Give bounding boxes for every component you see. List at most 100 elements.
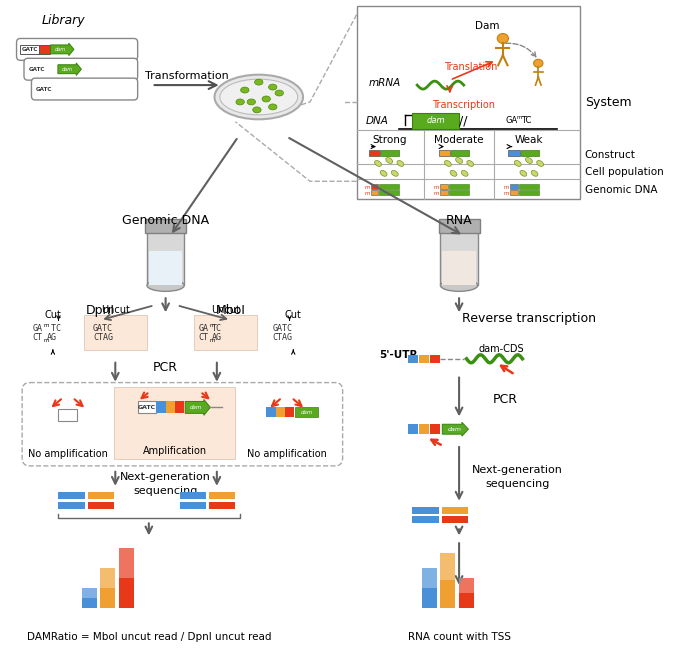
Text: Genomic DNA: Genomic DNA — [585, 185, 657, 195]
Bar — [520, 150, 539, 157]
Text: Amplification: Amplification — [143, 446, 207, 456]
Bar — [119, 548, 134, 607]
Text: Transcription: Transcription — [432, 100, 495, 110]
Text: No amplification: No amplification — [247, 449, 327, 459]
Bar — [20, 45, 38, 54]
Ellipse shape — [254, 79, 263, 85]
Ellipse shape — [526, 157, 533, 163]
Bar — [412, 113, 459, 128]
Bar — [518, 190, 539, 195]
Bar — [35, 84, 53, 94]
Text: AG: AG — [212, 333, 222, 343]
Text: GATC: GATC — [273, 324, 293, 332]
Text: mRNA: mRNA — [369, 78, 401, 88]
Text: TC: TC — [520, 116, 531, 125]
FancyBboxPatch shape — [24, 58, 138, 80]
FancyBboxPatch shape — [22, 383, 343, 466]
Text: m: m — [364, 185, 370, 190]
Text: Library: Library — [41, 14, 85, 27]
Ellipse shape — [441, 280, 478, 292]
Bar — [59, 502, 84, 508]
Text: Next-generation
sequencing: Next-generation sequencing — [472, 465, 563, 489]
Bar — [449, 184, 469, 189]
Polygon shape — [65, 83, 89, 95]
Bar — [419, 424, 429, 434]
Text: dam: dam — [54, 47, 65, 52]
Text: RNA: RNA — [446, 215, 472, 227]
Bar — [295, 407, 319, 417]
Text: Cut: Cut — [45, 310, 61, 320]
Bar — [430, 424, 441, 434]
Ellipse shape — [252, 107, 261, 113]
Text: Uncut: Uncut — [101, 305, 130, 315]
Bar — [84, 315, 147, 350]
Bar — [439, 219, 479, 233]
Ellipse shape — [514, 161, 521, 167]
Text: CT: CT — [198, 333, 208, 343]
Text: m: m — [504, 191, 510, 196]
Bar — [371, 184, 378, 189]
Text: System: System — [585, 96, 632, 109]
Bar — [518, 184, 539, 189]
Ellipse shape — [397, 161, 404, 167]
Bar — [209, 502, 236, 508]
Bar — [430, 355, 441, 363]
Bar — [145, 219, 186, 233]
Ellipse shape — [444, 161, 452, 167]
Ellipse shape — [262, 96, 271, 102]
Bar — [138, 401, 157, 413]
Bar — [82, 588, 97, 598]
Ellipse shape — [497, 33, 508, 43]
Bar — [149, 251, 182, 286]
Bar — [441, 231, 478, 286]
Text: Next-generation
sequencing: Next-generation sequencing — [120, 472, 211, 496]
FancyBboxPatch shape — [32, 78, 138, 100]
Text: Dam: Dam — [475, 21, 500, 31]
Bar — [408, 355, 418, 363]
Text: Transformation: Transformation — [145, 71, 229, 81]
Bar — [451, 150, 469, 157]
Bar — [119, 548, 134, 578]
Polygon shape — [58, 63, 82, 76]
Text: m: m — [44, 339, 49, 343]
FancyBboxPatch shape — [17, 39, 138, 60]
Ellipse shape — [215, 75, 303, 119]
Text: GA: GA — [32, 324, 43, 332]
Bar — [459, 578, 474, 593]
Bar — [369, 150, 380, 157]
Text: Uncut: Uncut — [211, 305, 240, 315]
Text: PCR: PCR — [153, 361, 178, 374]
Text: m: m — [434, 191, 439, 196]
Bar — [508, 150, 520, 157]
Ellipse shape — [520, 171, 526, 176]
Text: RNA count with TSS: RNA count with TSS — [408, 632, 510, 642]
Text: GA: GA — [506, 116, 518, 125]
Text: GATC: GATC — [29, 67, 45, 72]
Ellipse shape — [380, 171, 387, 176]
Polygon shape — [185, 399, 211, 415]
Text: GATC: GATC — [22, 47, 38, 52]
Ellipse shape — [531, 171, 538, 176]
Text: dam: dam — [448, 427, 462, 432]
Ellipse shape — [147, 280, 184, 292]
Bar — [101, 568, 115, 588]
Bar — [441, 553, 456, 607]
Bar — [101, 568, 115, 607]
Text: Moderate: Moderate — [434, 134, 484, 145]
Bar — [59, 409, 77, 421]
Ellipse shape — [534, 60, 543, 68]
Bar — [356, 6, 580, 199]
Ellipse shape — [467, 161, 474, 167]
Bar — [46, 65, 58, 74]
Bar — [449, 190, 469, 195]
Bar — [442, 251, 476, 286]
Text: m: m — [364, 191, 370, 196]
Ellipse shape — [275, 90, 284, 96]
Text: dam: dam — [301, 410, 313, 415]
Text: MboI: MboI — [216, 304, 246, 316]
Bar — [147, 231, 184, 286]
Ellipse shape — [220, 79, 298, 115]
Text: dam: dam — [190, 405, 202, 410]
Bar — [180, 502, 206, 508]
Bar — [275, 407, 285, 417]
